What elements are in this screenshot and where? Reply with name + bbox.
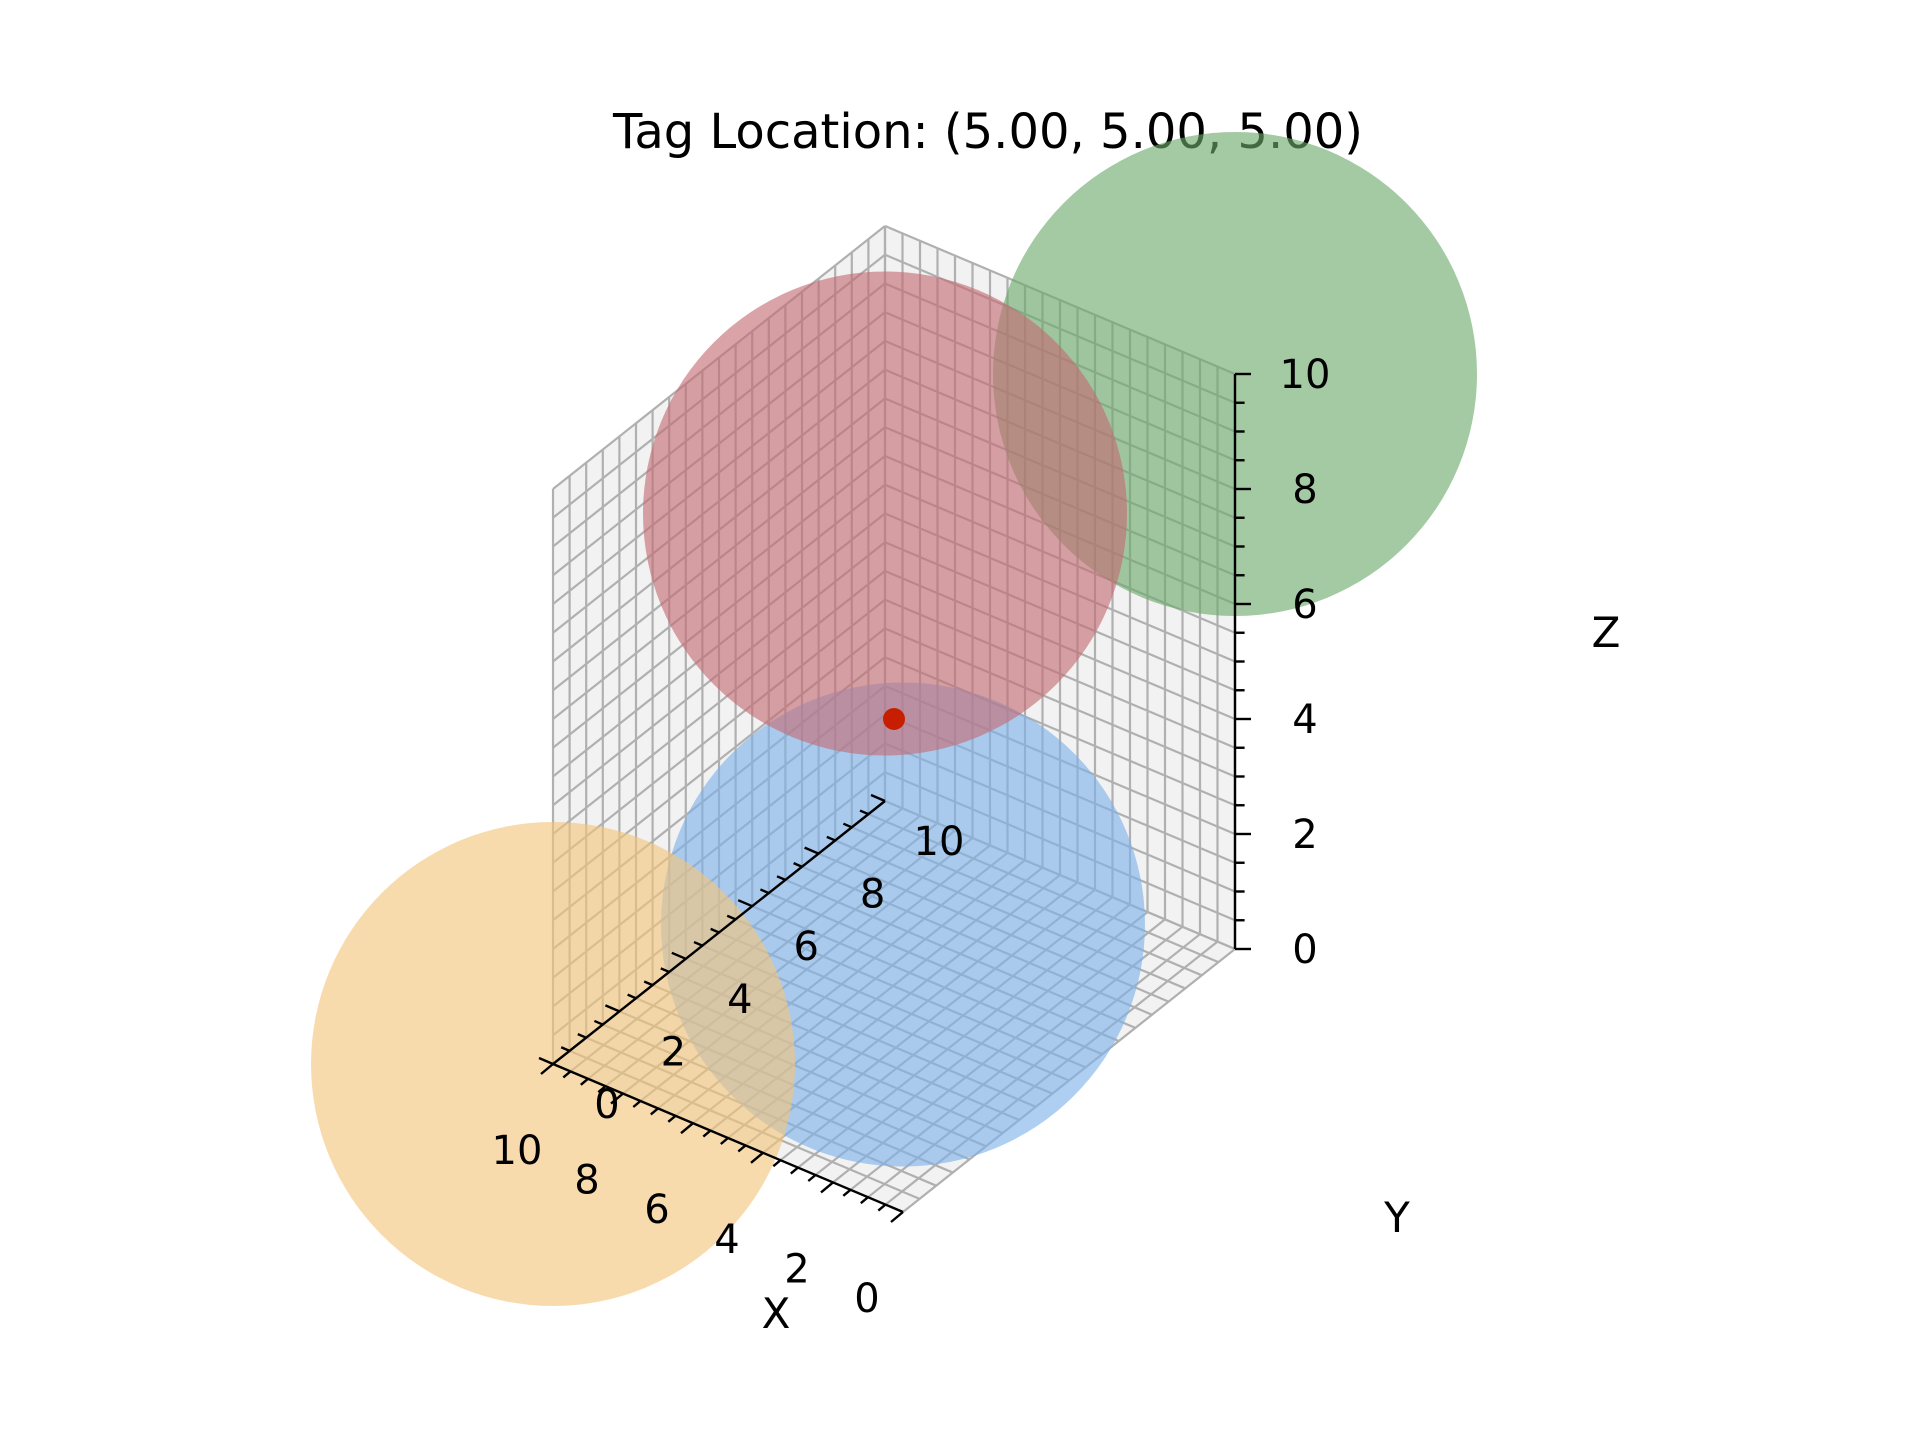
x-tick bbox=[680, 1122, 694, 1135]
x-tick-label: 6 bbox=[644, 1187, 669, 1233]
z-tick-label: 8 bbox=[1292, 467, 1317, 513]
y-tick bbox=[660, 967, 670, 974]
y-tick bbox=[859, 809, 869, 816]
y-tick-label: 6 bbox=[793, 924, 818, 970]
x-tick-label: 2 bbox=[784, 1246, 809, 1292]
x-tick bbox=[702, 1129, 712, 1138]
y-tick-label: 4 bbox=[727, 977, 752, 1023]
x-tick bbox=[632, 1100, 642, 1108]
x-axis-label: X bbox=[762, 1289, 791, 1338]
y-tick bbox=[726, 914, 737, 921]
y-tick bbox=[538, 1056, 554, 1066]
y-tick bbox=[560, 1046, 571, 1052]
x-tick bbox=[860, 1196, 869, 1205]
y-tick bbox=[804, 846, 820, 855]
y-tick bbox=[870, 793, 886, 803]
y-tick bbox=[577, 1032, 587, 1039]
x-tick bbox=[877, 1203, 887, 1212]
y-tick bbox=[793, 862, 803, 868]
z-tick-label: 10 bbox=[1280, 352, 1331, 398]
x-tick bbox=[720, 1137, 729, 1145]
z-tick-label: 6 bbox=[1292, 582, 1317, 628]
y-tick-label: 0 bbox=[594, 1082, 619, 1128]
y-tick bbox=[671, 951, 687, 960]
x-tick bbox=[890, 1211, 904, 1223]
z-axis-label: Z bbox=[1592, 608, 1621, 657]
y-tick bbox=[643, 980, 654, 987]
x-tick bbox=[790, 1166, 799, 1175]
x-tick bbox=[737, 1144, 747, 1153]
y-tick bbox=[627, 993, 637, 1000]
x-tick bbox=[667, 1114, 677, 1123]
y-tick bbox=[593, 1019, 604, 1026]
z-tick-label: 2 bbox=[1292, 812, 1317, 858]
x-tick bbox=[772, 1159, 782, 1168]
y-tick-label: 10 bbox=[914, 819, 965, 865]
y-tick bbox=[842, 822, 853, 829]
axis-lines bbox=[538, 372, 1251, 1223]
sphere bbox=[643, 271, 1127, 756]
x-tick-label: 4 bbox=[714, 1217, 739, 1263]
x-tick bbox=[610, 1092, 624, 1105]
y-tick bbox=[759, 888, 770, 895]
y-axis-label: Y bbox=[1383, 1193, 1410, 1242]
x-tick bbox=[820, 1181, 834, 1194]
x-tick-label: 0 bbox=[854, 1276, 879, 1322]
x-tick bbox=[807, 1174, 817, 1182]
y-tick-label: 8 bbox=[860, 872, 885, 918]
x-tick bbox=[580, 1077, 589, 1086]
y-tick bbox=[737, 899, 753, 908]
tag-point bbox=[883, 708, 905, 730]
z-tick-label: 0 bbox=[1292, 927, 1317, 973]
y-tick bbox=[693, 940, 703, 947]
y-tick-label: 2 bbox=[661, 1029, 686, 1075]
y-tick bbox=[776, 875, 786, 882]
x-tick-label: 10 bbox=[492, 1128, 543, 1174]
x-tick-label: 8 bbox=[574, 1158, 599, 1204]
x-tick bbox=[750, 1151, 764, 1164]
y-tick bbox=[710, 927, 720, 934]
y-tick bbox=[826, 835, 836, 842]
y-tick bbox=[604, 1004, 620, 1013]
x-tick bbox=[650, 1107, 659, 1116]
x-tick bbox=[562, 1070, 572, 1079]
x-tick bbox=[842, 1188, 852, 1197]
z-tick-label: 4 bbox=[1292, 697, 1317, 743]
x-tick bbox=[597, 1085, 607, 1094]
x-tick bbox=[540, 1063, 554, 1075]
